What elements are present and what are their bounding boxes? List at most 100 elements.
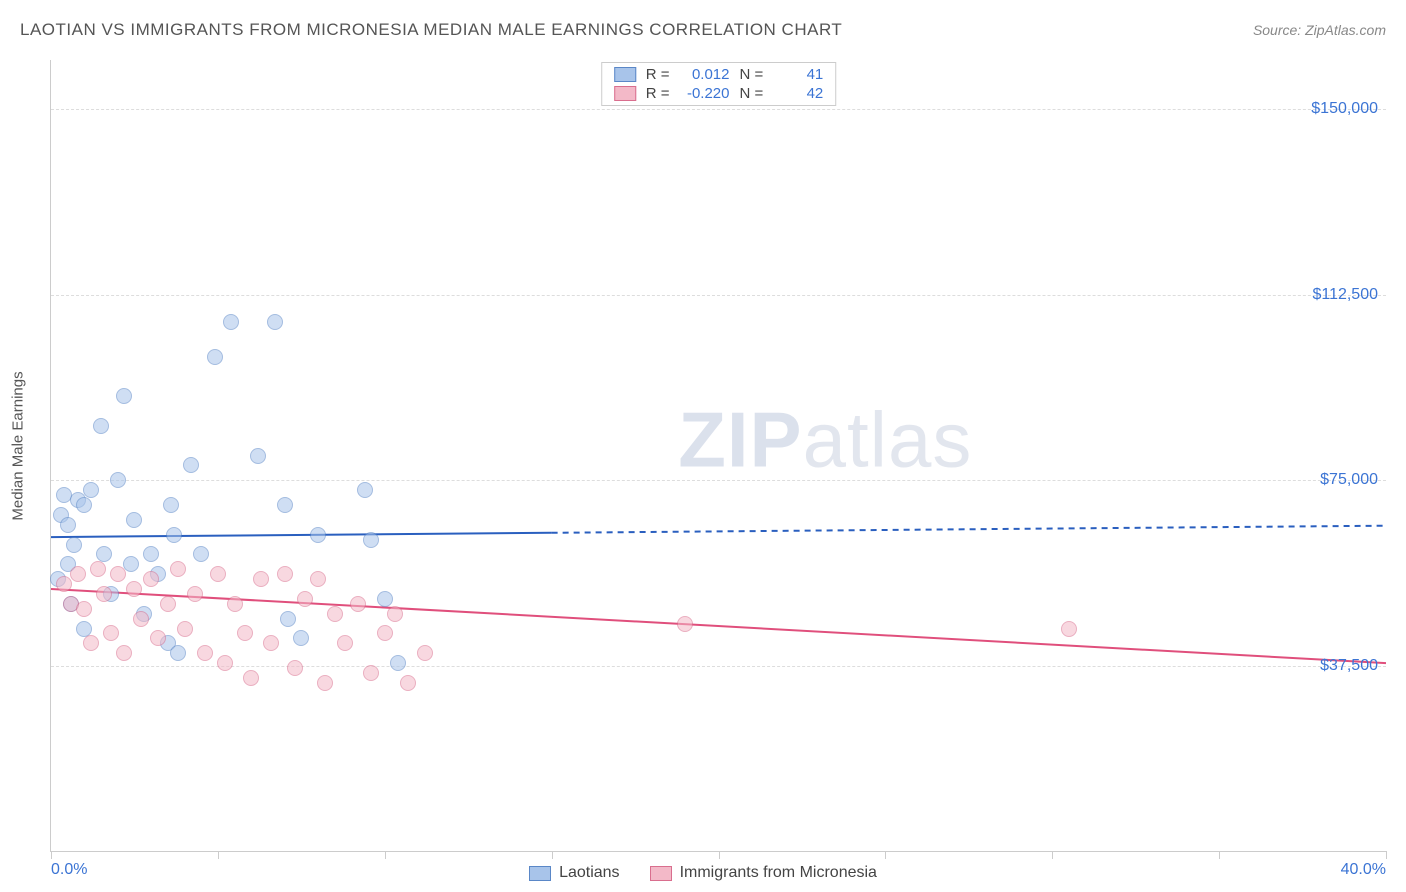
r-value-laotians: 0.012 xyxy=(680,66,730,83)
chart-plot-area: ZIPatlas R = 0.012 N = 41 R = -0.220 N =… xyxy=(50,60,1386,852)
x-tick xyxy=(1386,851,1387,859)
r-label: R = xyxy=(646,66,670,83)
stats-row-micronesia: R = -0.220 N = 42 xyxy=(602,84,836,103)
watermark-zip: ZIP xyxy=(678,395,802,483)
data-point-laotians xyxy=(377,591,393,607)
data-point-laotians xyxy=(207,349,223,365)
data-point-micronesia xyxy=(96,586,112,602)
x-tick xyxy=(385,851,386,859)
data-point-micronesia xyxy=(400,675,416,691)
data-point-micronesia xyxy=(116,645,132,661)
watermark-atlas: atlas xyxy=(803,395,973,483)
data-point-micronesia xyxy=(187,586,203,602)
swatch-laotians xyxy=(614,67,636,82)
data-point-micronesia xyxy=(143,571,159,587)
data-point-laotians xyxy=(116,388,132,404)
x-tick xyxy=(1052,851,1053,859)
data-point-micronesia xyxy=(243,670,259,686)
data-point-micronesia xyxy=(217,655,233,671)
n-value-micronesia: 42 xyxy=(773,85,823,102)
data-point-micronesia xyxy=(210,566,226,582)
data-point-micronesia xyxy=(350,596,366,612)
data-point-micronesia xyxy=(337,635,353,651)
data-point-laotians xyxy=(96,546,112,562)
r-value-micronesia: -0.220 xyxy=(680,85,730,102)
data-point-micronesia xyxy=(317,675,333,691)
data-point-laotians xyxy=(293,630,309,646)
data-point-laotians xyxy=(76,497,92,513)
y-tick-label: $37,500 xyxy=(1320,657,1378,675)
data-point-micronesia xyxy=(70,566,86,582)
data-point-micronesia xyxy=(76,601,92,617)
data-point-laotians xyxy=(60,517,76,533)
r-label: R = xyxy=(646,85,670,102)
data-point-laotians xyxy=(310,527,326,543)
trend-line-laotians xyxy=(51,533,552,537)
data-point-laotians xyxy=(183,457,199,473)
data-point-laotians xyxy=(143,546,159,562)
grid-line xyxy=(51,666,1386,667)
data-point-laotians xyxy=(193,546,209,562)
data-point-laotians xyxy=(363,532,379,548)
n-label: N = xyxy=(740,85,764,102)
x-tick xyxy=(1219,851,1220,859)
data-point-micronesia xyxy=(237,625,253,641)
data-point-micronesia xyxy=(197,645,213,661)
data-point-laotians xyxy=(163,497,179,513)
x-tick xyxy=(218,851,219,859)
grid-line xyxy=(51,295,1386,296)
data-point-micronesia xyxy=(287,660,303,676)
data-point-laotians xyxy=(357,482,373,498)
data-point-laotians xyxy=(166,527,182,543)
bottom-legend: Laotians Immigrants from Micronesia xyxy=(0,864,1406,882)
data-point-micronesia xyxy=(90,561,106,577)
data-point-micronesia xyxy=(103,625,119,641)
data-point-micronesia xyxy=(277,566,293,582)
data-point-laotians xyxy=(123,556,139,572)
x-tick xyxy=(552,851,553,859)
header: LAOTIAN VS IMMIGRANTS FROM MICRONESIA ME… xyxy=(20,20,1386,40)
data-point-laotians xyxy=(280,611,296,627)
data-point-micronesia xyxy=(227,596,243,612)
chart-title: LAOTIAN VS IMMIGRANTS FROM MICRONESIA ME… xyxy=(20,20,842,40)
watermark: ZIPatlas xyxy=(678,394,972,485)
data-point-micronesia xyxy=(310,571,326,587)
data-point-laotians xyxy=(110,472,126,488)
data-point-micronesia xyxy=(126,581,142,597)
legend-label-laotians: Laotians xyxy=(559,864,620,882)
y-tick-label: $150,000 xyxy=(1311,100,1378,118)
stats-row-laotians: R = 0.012 N = 41 xyxy=(602,65,836,84)
data-point-laotians xyxy=(170,645,186,661)
data-point-micronesia xyxy=(83,635,99,651)
trend-line-micronesia xyxy=(51,589,1386,663)
data-point-micronesia xyxy=(110,566,126,582)
data-point-laotians xyxy=(267,314,283,330)
source-label: Source: ZipAtlas.com xyxy=(1253,22,1386,38)
data-point-micronesia xyxy=(160,596,176,612)
data-point-laotians xyxy=(76,621,92,637)
data-point-laotians xyxy=(277,497,293,513)
data-point-laotians xyxy=(83,482,99,498)
data-point-laotians xyxy=(126,512,142,528)
x-tick xyxy=(719,851,720,859)
data-point-laotians xyxy=(66,537,82,553)
swatch-micronesia xyxy=(614,86,636,101)
data-point-micronesia xyxy=(1061,621,1077,637)
y-tick-label: $112,500 xyxy=(1312,286,1378,304)
legend-label-micronesia: Immigrants from Micronesia xyxy=(680,864,877,882)
swatch-laotians xyxy=(529,866,551,881)
data-point-micronesia xyxy=(363,665,379,681)
data-point-micronesia xyxy=(263,635,279,651)
n-value-laotians: 41 xyxy=(773,66,823,83)
data-point-micronesia xyxy=(170,561,186,577)
data-point-micronesia xyxy=(677,616,693,632)
y-tick-label: $75,000 xyxy=(1320,471,1378,489)
data-point-micronesia xyxy=(387,606,403,622)
x-tick xyxy=(885,851,886,859)
data-point-laotians xyxy=(223,314,239,330)
data-point-micronesia xyxy=(327,606,343,622)
x-tick xyxy=(51,851,52,859)
data-point-micronesia xyxy=(377,625,393,641)
data-point-micronesia xyxy=(177,621,193,637)
grid-line xyxy=(51,480,1386,481)
